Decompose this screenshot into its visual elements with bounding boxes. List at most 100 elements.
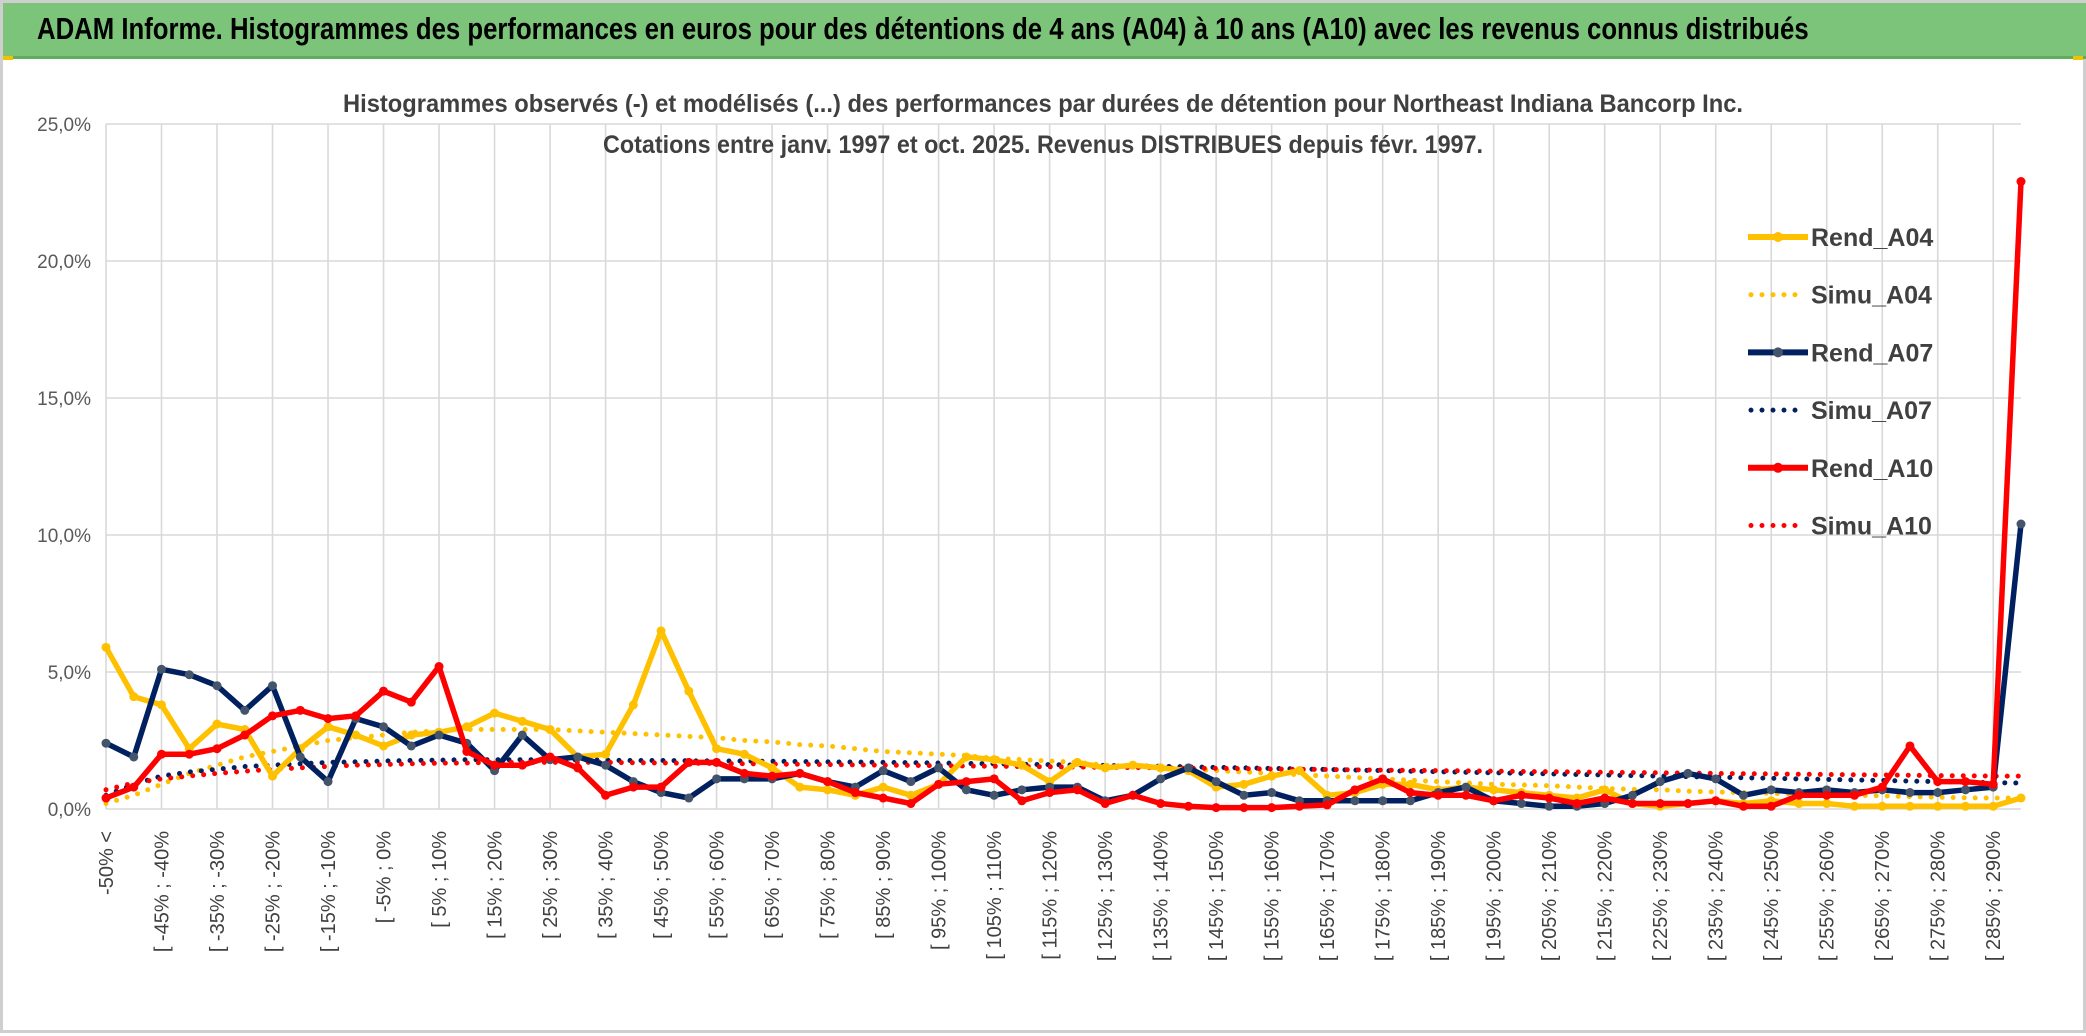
- data-point: [1017, 796, 1027, 806]
- x-tick-label: [ 25% ; 30%: [540, 831, 562, 939]
- x-tick-label: [ 85% ; 90%: [873, 831, 895, 939]
- data-point: [1794, 790, 1804, 800]
- data-point: [1905, 741, 1915, 751]
- data-point: [795, 768, 805, 778]
- data-point: [1766, 801, 1776, 811]
- data-point: [573, 752, 583, 762]
- data-point: [545, 725, 555, 735]
- data-point: [1239, 803, 1249, 813]
- header-corner-right: [2073, 56, 2083, 60]
- data-point: [1128, 760, 1138, 770]
- data-point: [1516, 790, 1526, 800]
- data-point: [1627, 799, 1637, 809]
- data-point: [878, 766, 888, 776]
- series-rend-a04: [101, 626, 2026, 811]
- data-point: [101, 793, 111, 803]
- data-point: [1960, 777, 1970, 787]
- data-point: [1988, 801, 1998, 811]
- legend: Rend_A04 Simu_A04 Rend_A07 Simu_A07 Rend_A10…: [1748, 224, 1933, 541]
- data-point: [1849, 801, 1859, 811]
- data-point: [1183, 801, 1193, 811]
- data-point: [462, 746, 472, 756]
- header-banner: ADAM Informe. Histogrammes des performan…: [3, 3, 2086, 59]
- legend-label: Rend_A10: [1811, 455, 1933, 483]
- data-point: [323, 722, 333, 732]
- data-point: [1600, 793, 1610, 803]
- x-tick-label: [ 65% ; 70%: [762, 831, 784, 939]
- data-point: [406, 741, 416, 751]
- data-point: [1960, 801, 1970, 811]
- data-point: [1128, 790, 1138, 800]
- data-point: [157, 664, 167, 674]
- x-tick-label: [ 5% ; 10%: [429, 831, 451, 928]
- data-point: [1211, 777, 1221, 787]
- data-point: [1294, 801, 1304, 811]
- data-point: [462, 722, 472, 732]
- x-tick-label: [ 95% ; 100%: [929, 831, 951, 950]
- data-point: [1766, 785, 1776, 795]
- data-point: [434, 662, 444, 672]
- data-point: [1405, 788, 1415, 798]
- x-tick-label: [ 285% ; 290%: [1983, 831, 2005, 961]
- data-point: [1378, 774, 1388, 784]
- data-point: [1405, 779, 1415, 789]
- x-tick-label: [ -45% ; -40%: [152, 831, 174, 952]
- x-tick-label: [ -35% ; -30%: [207, 831, 229, 952]
- data-point: [823, 777, 833, 787]
- data-point: [1711, 774, 1721, 784]
- data-point: [351, 711, 361, 721]
- y-tick-label: 15,0%: [37, 389, 91, 410]
- x-tick-label: -50% <: [96, 831, 118, 895]
- x-tick-label: [ 235% ; 240%: [1706, 831, 1728, 961]
- data-point: [1017, 760, 1027, 770]
- data-point: [1072, 757, 1082, 767]
- data-point: [989, 755, 999, 765]
- series-simu-a10: [103, 759, 2024, 793]
- data-point: [323, 777, 333, 787]
- data-point: [628, 700, 638, 710]
- data-point: [823, 785, 833, 795]
- data-point: [1489, 785, 1499, 795]
- x-tick-label: [ 185% ; 190%: [1428, 831, 1450, 961]
- data-point: [1544, 801, 1554, 811]
- data-point: [684, 757, 694, 767]
- data-point: [1822, 799, 1832, 809]
- data-point: [379, 722, 389, 732]
- data-point: [850, 788, 860, 798]
- data-point: [323, 714, 333, 724]
- series-line: [103, 759, 2024, 793]
- data-point: [878, 793, 888, 803]
- data-point: [1877, 782, 1887, 792]
- data-point: [1156, 799, 1166, 809]
- x-tick-label: [ 15% ; 20%: [485, 831, 507, 939]
- data-point: [1433, 790, 1443, 800]
- data-point: [1378, 796, 1388, 806]
- data-point: [1183, 763, 1193, 773]
- data-point: [379, 741, 389, 751]
- data-point: [601, 760, 611, 770]
- data-point: [989, 790, 999, 800]
- data-point: [628, 782, 638, 792]
- data-point: [1738, 801, 1748, 811]
- x-tick-label: [ 115% ; 120%: [1040, 831, 1062, 960]
- report-title: ADAM Informe. Histogrammes des performan…: [37, 11, 1809, 46]
- data-point: [129, 752, 139, 762]
- legend-marker: [1773, 462, 1783, 473]
- x-tick-label: [ -15% ; -10%: [318, 831, 340, 952]
- data-point: [406, 697, 416, 707]
- data-point: [184, 670, 194, 680]
- x-tick-label: [ 245% ; 250%: [1761, 831, 1783, 961]
- legend-label: Rend_A07: [1811, 339, 1933, 367]
- data-point: [240, 705, 250, 715]
- chart-title: Histogrammes observés (-) et modélisés (…: [343, 90, 1743, 118]
- data-point: [1100, 799, 1110, 809]
- data-point: [961, 752, 971, 762]
- x-tick-label: [ 215% ; 220%: [1595, 831, 1617, 961]
- data-point: [1933, 801, 1943, 811]
- data-point: [406, 730, 416, 740]
- data-point: [1933, 788, 1943, 798]
- data-point: [1683, 768, 1693, 778]
- x-tick-label: [ 105% ; 110%: [984, 831, 1006, 960]
- data-point: [268, 771, 278, 781]
